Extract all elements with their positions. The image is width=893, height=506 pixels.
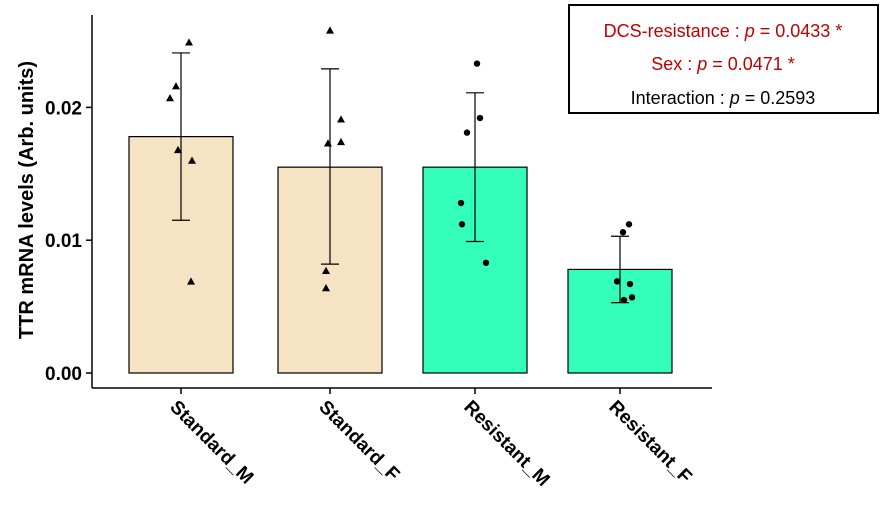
- stats-p-symbol: p: [744, 21, 755, 41]
- y-tick-label: 0.01: [45, 231, 82, 252]
- y-tick-label: 0.00: [45, 364, 82, 385]
- y-ticks: 0.00 0.01 0.02: [45, 98, 92, 385]
- data-point: [187, 277, 195, 285]
- data-point: [626, 280, 634, 288]
- data-point: [324, 139, 332, 147]
- stats-label: DCS-resistance :: [604, 21, 745, 41]
- data-point: [473, 60, 481, 67]
- data-point: [620, 296, 628, 304]
- errorbar-Resistant_M: [466, 92, 484, 243]
- points-layer: [166, 26, 636, 304]
- data-point: [326, 26, 334, 34]
- stats-label: Interaction :: [631, 88, 730, 108]
- data-point: [628, 294, 636, 301]
- axes-layer: [91, 15, 712, 389]
- data-point: [322, 266, 330, 274]
- x-tick-label: Standard_M: [165, 397, 257, 489]
- data-point: [174, 145, 182, 154]
- data-point: [482, 259, 490, 266]
- stats-value: = 0.0471 *: [707, 54, 795, 74]
- data-point: [613, 278, 621, 285]
- data-point: [322, 284, 330, 292]
- data-point: [337, 137, 345, 146]
- errorbar-Resistant_F: [611, 235, 629, 304]
- stats-line: Interaction : p = 0.2593: [631, 88, 816, 108]
- stats-box: DCS-resistance : p = 0.0433 * Sex : p = 0…: [568, 4, 879, 114]
- data-point: [188, 156, 196, 164]
- stats-line: DCS-resistance : p = 0.0433 *: [604, 21, 843, 41]
- data-point: [619, 229, 627, 236]
- bars-layer: [128, 136, 673, 374]
- stats-line: Sex : p = 0.0471 *: [651, 54, 795, 74]
- x-tick-label: Resistant_M: [459, 397, 553, 491]
- x-tick-label: Standard_F: [314, 397, 403, 486]
- stats-value: = 0.0433 *: [755, 21, 843, 41]
- stats-p-symbol: p: [729, 88, 740, 108]
- data-point: [625, 221, 633, 228]
- y-tick-label: 0.02: [45, 98, 82, 119]
- x-tick-label: Resistant_F: [604, 397, 695, 488]
- y-axis-label: TTR mRNA levels (Arb. units): [16, 61, 38, 339]
- errorbars-layer: [172, 52, 629, 304]
- data-point: [172, 82, 180, 90]
- stats-p-symbol: p: [696, 54, 707, 74]
- errorbar-Standard_F: [321, 68, 339, 265]
- data-point: [185, 38, 193, 46]
- stats-label: Sex :: [651, 54, 697, 74]
- errorbar-Standard_M: [172, 52, 190, 221]
- stats-box-border: [568, 4, 879, 114]
- data-point: [476, 114, 484, 122]
- x-ticks: Standard_M Standard_F Resistant_M Resistant…: [165, 388, 695, 491]
- data-point: [463, 129, 471, 136]
- data-point: [166, 94, 174, 102]
- data-point: [458, 221, 466, 228]
- data-point: [457, 199, 465, 207]
- stats-value: = 0.2593: [740, 88, 816, 108]
- data-point: [337, 115, 345, 123]
